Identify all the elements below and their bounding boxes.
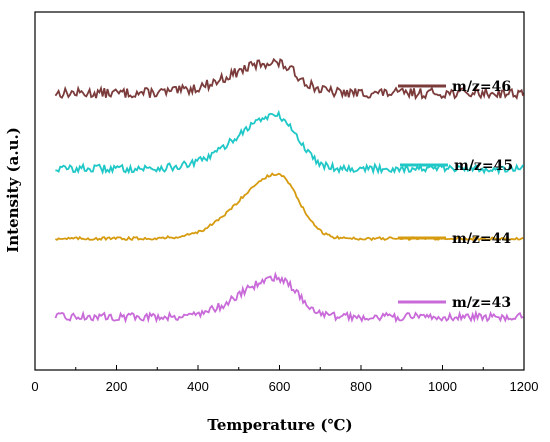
x-axis: 0 200 400 600 800 1000 1200 [31,365,538,394]
x-tick-label: 1200 [510,379,539,394]
series-layer [54,57,525,324]
x-tick-label: 200 [106,379,128,394]
x-tick-label: 400 [187,379,209,394]
legend: m/z=46 m/z=45 m/z=44 m/z=43 [398,79,513,311]
y-axis-title: Intensity (a.u.) [4,127,22,253]
series-line-m-z-45 [55,109,524,176]
x-tick-label: 800 [350,379,372,394]
legend-label: m/z=46 [452,79,511,95]
x-tick-label: 1000 [428,379,457,394]
legend-label: m/z=44 [452,231,511,247]
series-line-m-z-44 [55,172,524,242]
series-line-m-z-43 [54,271,524,324]
series-line-m-z-46 [54,57,525,101]
legend-label: m/z=45 [454,158,513,174]
x-tick-label: 600 [269,379,291,394]
x-tick-label: 0 [31,379,38,394]
legend-label: m/z=43 [452,295,511,311]
x-axis-title: Temperature (℃) [207,416,352,434]
